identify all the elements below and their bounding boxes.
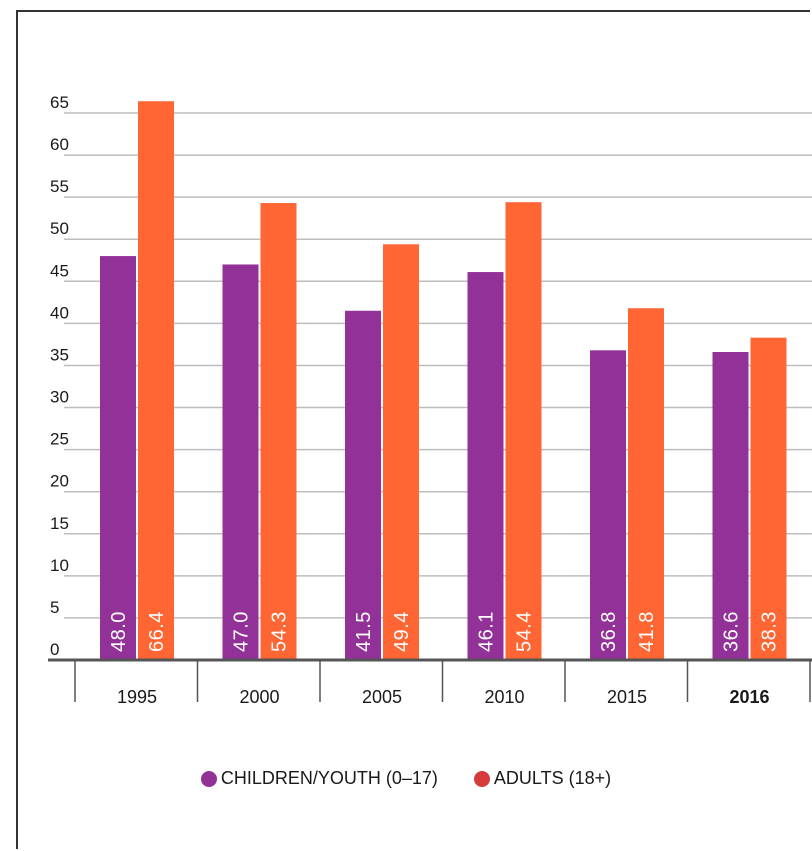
legend-item-adults: ADULTS (18+) xyxy=(473,768,612,789)
legend-dot-adults xyxy=(473,770,490,787)
value-label: 54.3 xyxy=(269,611,291,652)
legend-item-children: CHILDREN/YOUTH (0–17) xyxy=(200,768,438,789)
y-tick-label: 5 xyxy=(50,598,59,617)
bars xyxy=(100,101,787,661)
value-label: 41.8 xyxy=(636,611,658,652)
bar-children-1995 xyxy=(100,256,136,660)
y-tick-label: 15 xyxy=(50,514,69,533)
bar-adults-2005 xyxy=(383,244,419,660)
y-tick-label: 20 xyxy=(50,472,69,491)
x-category-label-2000: 2000 xyxy=(239,687,279,707)
bar-adults-2016 xyxy=(750,337,787,660)
y-tick-label: 40 xyxy=(50,303,69,322)
y-tick-label: 55 xyxy=(50,177,69,196)
value-label: 36.6 xyxy=(721,611,743,652)
bar-children-2000 xyxy=(222,264,259,660)
x-category-label-1995: 1995 xyxy=(117,687,157,707)
value-label: 47.0 xyxy=(231,611,253,652)
value-label: 49.4 xyxy=(391,611,413,652)
y-tick-label: 65 xyxy=(50,93,69,112)
x-axis xyxy=(48,658,812,702)
bar-children-2016 xyxy=(712,351,749,660)
value-label: 38.3 xyxy=(759,611,781,652)
y-axis-ticks: 0 5 10 15 20 25 30 35 40 45 50 55 60 65 xyxy=(50,93,69,659)
bar-adults-2015 xyxy=(628,308,664,660)
legend-label-adults: ADULTS (18+) xyxy=(493,768,612,788)
x-axis-categories: 1995 2000 2005 2010 2015 2016 xyxy=(117,687,770,707)
legend: CHILDREN/YOUTH (0–17) ADULTS (18+) xyxy=(0,768,812,789)
gridlines xyxy=(64,112,812,619)
value-label: 48.0 xyxy=(108,611,130,652)
y-tick-label: 0 xyxy=(50,640,59,659)
x-category-label-2015: 2015 xyxy=(607,687,647,707)
value-label: 41.5 xyxy=(353,611,375,652)
bar-adults-2000 xyxy=(260,203,297,660)
y-tick-label: 10 xyxy=(50,556,69,575)
y-tick-label: 25 xyxy=(50,430,69,449)
y-tick-label: 50 xyxy=(50,219,69,238)
bar-children-2010 xyxy=(467,272,504,660)
y-tick-label: 35 xyxy=(50,345,69,364)
bar-adults-1995 xyxy=(138,101,174,661)
bar-children-2015 xyxy=(590,350,626,660)
x-category-label-2005: 2005 xyxy=(362,687,402,707)
x-category-label-2016: 2016 xyxy=(729,687,769,707)
value-label: 46.1 xyxy=(476,611,498,652)
value-label: 54.4 xyxy=(514,611,536,652)
y-tick-label: 45 xyxy=(50,261,69,280)
value-label: 66.4 xyxy=(146,611,168,652)
y-tick-label: 30 xyxy=(50,388,69,407)
legend-dot-children xyxy=(200,770,217,787)
legend-label-children: CHILDREN/YOUTH (0–17) xyxy=(220,768,438,788)
bar-adults-2010 xyxy=(505,202,542,661)
y-tick-label: 60 xyxy=(50,135,69,154)
value-label: 36.8 xyxy=(598,611,620,652)
x-category-label-2010: 2010 xyxy=(484,687,524,707)
bar-children-2005 xyxy=(345,310,381,660)
value-labels: 48.0 66.4 47.0 54.3 41.5 49.4 46.1 54.4 36.8 41.8… xyxy=(108,611,781,652)
